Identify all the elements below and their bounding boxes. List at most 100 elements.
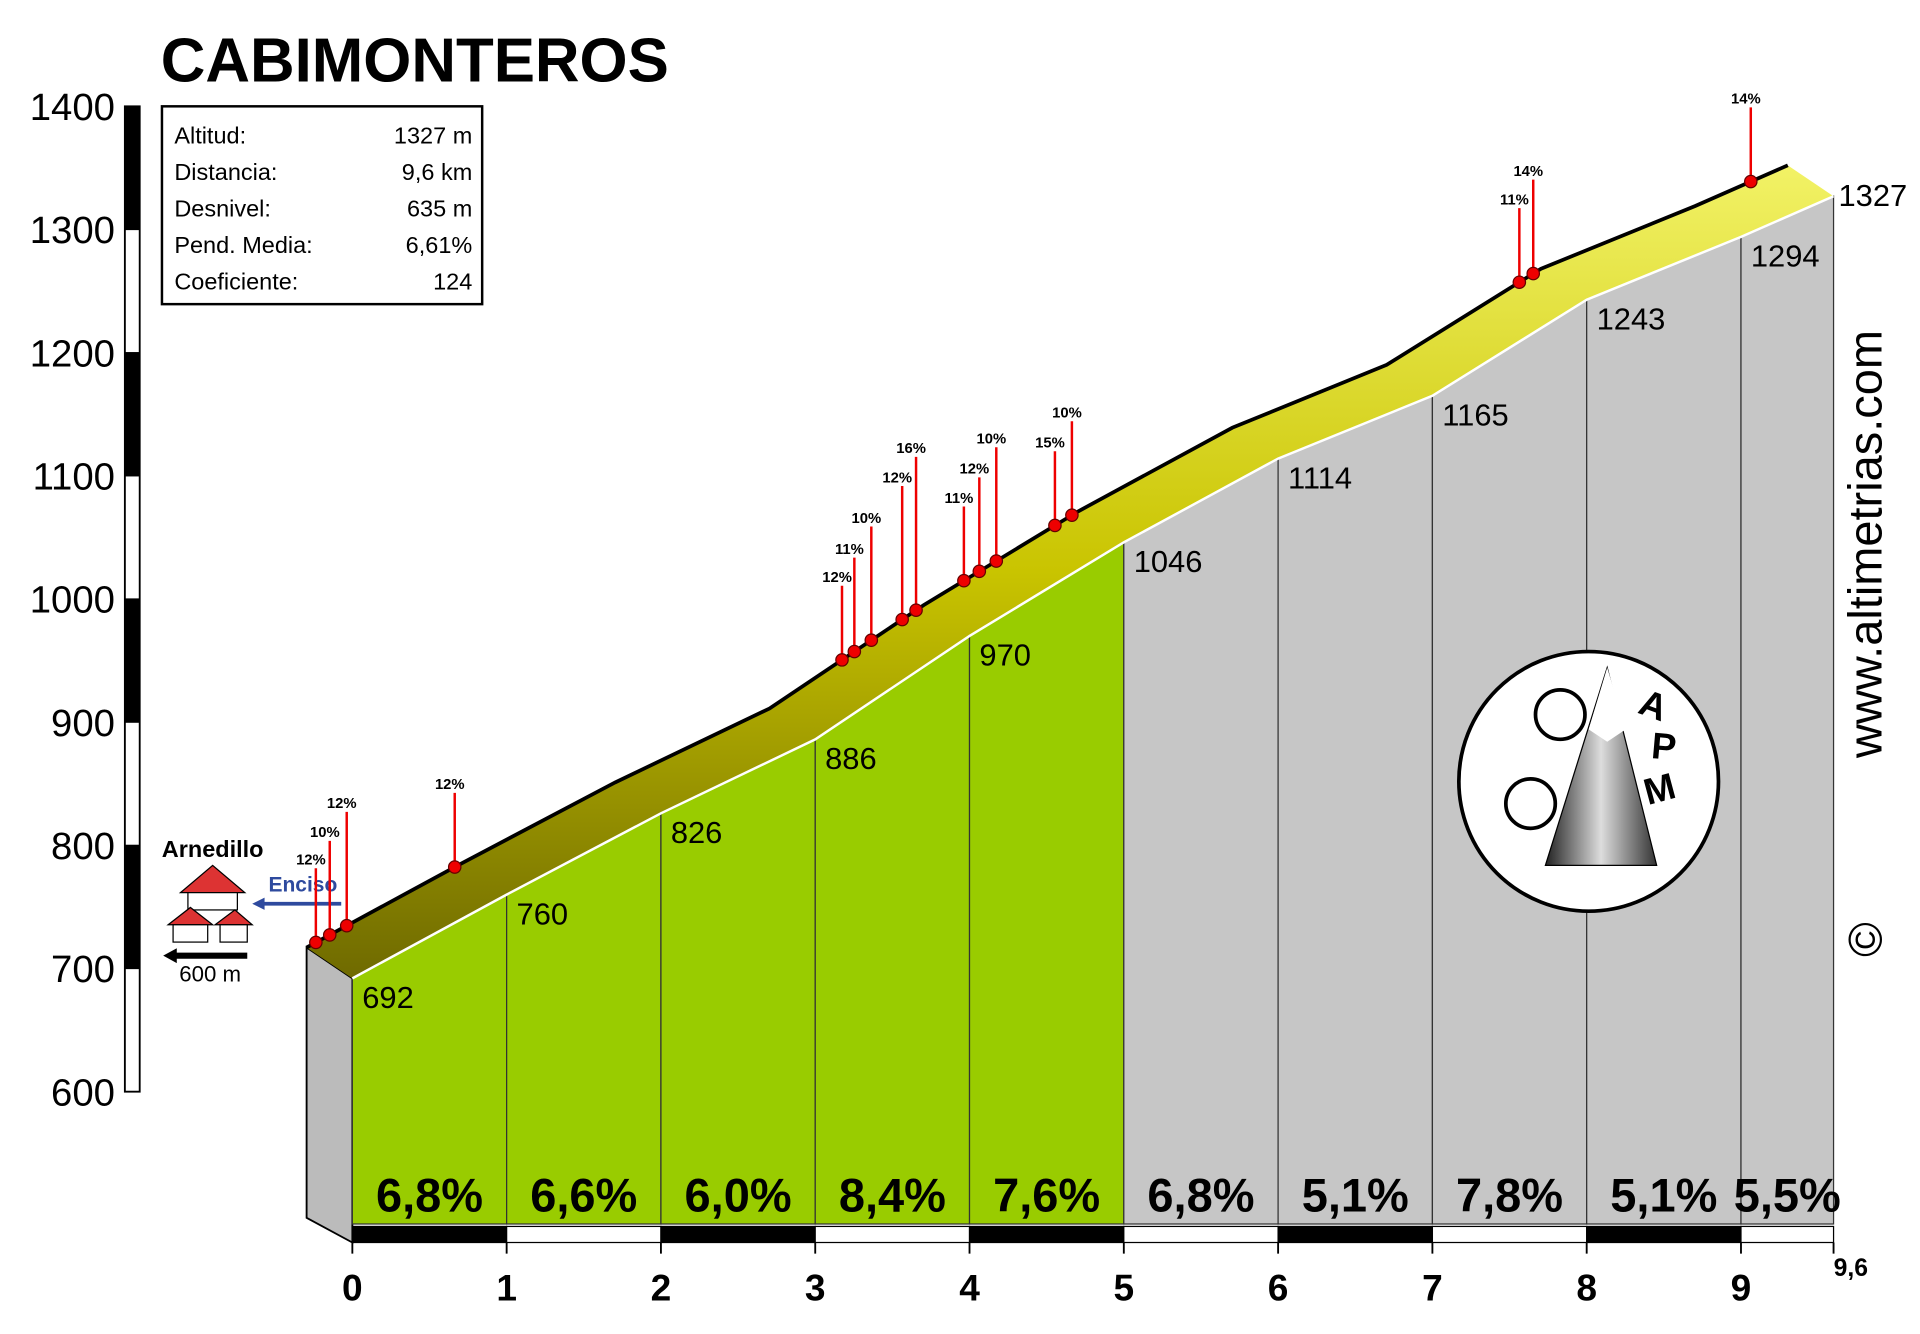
ramp-label: 16% bbox=[896, 441, 926, 457]
house-roof bbox=[213, 909, 254, 926]
segment-gradient: 5,5% bbox=[1734, 1169, 1841, 1222]
x-tick-label: 0 bbox=[342, 1267, 363, 1309]
distance-bar bbox=[814, 1225, 971, 1244]
segment-gradient: 5,1% bbox=[1302, 1169, 1409, 1222]
road-arrowhead bbox=[252, 897, 265, 910]
altitude-label: 1114 bbox=[1288, 460, 1352, 495]
distance-bar bbox=[506, 1225, 662, 1244]
y-tick-label: 1100 bbox=[33, 455, 115, 498]
ramp-label: 10% bbox=[1052, 406, 1082, 422]
ramp-marker bbox=[1526, 266, 1541, 281]
x-tick-label: 7 bbox=[1422, 1267, 1443, 1309]
y-tick-label: 1300 bbox=[30, 209, 115, 252]
ramp-marker bbox=[309, 935, 323, 950]
segment-face bbox=[660, 738, 816, 1225]
ramp-marker bbox=[895, 612, 909, 627]
distance-bar bbox=[660, 1225, 816, 1244]
segment-gradient: 6,0% bbox=[685, 1169, 792, 1222]
site-credit: www.altimetrias.com bbox=[1839, 330, 1892, 759]
altitude-label: 760 bbox=[517, 896, 569, 931]
segment-face bbox=[1277, 394, 1434, 1225]
house-body bbox=[187, 892, 238, 911]
ramp-marker bbox=[957, 573, 971, 588]
altitude-label: 886 bbox=[825, 741, 877, 776]
x-tick-label: 8 bbox=[1576, 1267, 1597, 1309]
ramp-marker bbox=[1048, 518, 1062, 533]
altitude-label: 1327 bbox=[1839, 178, 1908, 213]
ramp-marker bbox=[1065, 508, 1079, 522]
y-tick-label: 900 bbox=[51, 702, 115, 745]
plot: 600 700 800 900 1000 1100 1200 1300 1400 6,8% 6,6%… bbox=[30, 86, 1907, 1309]
info-value: 124 bbox=[433, 268, 472, 294]
ramp-marker bbox=[847, 644, 862, 659]
ramp-marker bbox=[1512, 275, 1527, 290]
segment-gradient: 6,6% bbox=[530, 1169, 637, 1222]
altitude-label: 970 bbox=[979, 638, 1031, 673]
segment-gradient: 7,6% bbox=[993, 1169, 1100, 1222]
info-label: Coeficiente: bbox=[174, 268, 298, 294]
ramp-label: 12% bbox=[327, 796, 357, 812]
info-label: Altitud: bbox=[174, 122, 246, 148]
town-label: Arnedillo bbox=[162, 836, 264, 862]
altitude-label: 1294 bbox=[1751, 239, 1820, 274]
ramp-label: 11% bbox=[835, 542, 864, 558]
y-tick-label: 600 bbox=[51, 1071, 115, 1114]
ramp-marker bbox=[322, 928, 337, 942]
ramp-label: 14% bbox=[1513, 164, 1543, 180]
y-tick-label: 1000 bbox=[30, 579, 115, 622]
ramp-label: 12% bbox=[822, 570, 852, 586]
ramp-label: 10% bbox=[310, 825, 340, 841]
logo-letter: P bbox=[1650, 724, 1678, 768]
info-value: 9,6 km bbox=[402, 159, 472, 185]
y-scale-block bbox=[124, 106, 140, 230]
distance-arrowhead bbox=[163, 948, 177, 964]
x-tick-label: 9 bbox=[1731, 1267, 1752, 1309]
distance-label: 600 m bbox=[179, 962, 241, 987]
distance-bar bbox=[1586, 1225, 1742, 1244]
x-tick-label: 9,6 bbox=[1834, 1255, 1868, 1282]
x-tick-label: 2 bbox=[651, 1267, 672, 1309]
ramp-marker bbox=[447, 860, 462, 874]
info-frame bbox=[160, 105, 484, 306]
info-label: Distancia: bbox=[174, 159, 277, 185]
x-tick-label: 3 bbox=[805, 1267, 826, 1309]
y-tick-label: 1400 bbox=[30, 86, 115, 129]
chart-title: CABIMONTEROS bbox=[161, 27, 669, 96]
ramp-label: 11% bbox=[1500, 192, 1529, 208]
ramp-marker bbox=[972, 564, 987, 579]
side-wall bbox=[305, 945, 354, 1245]
distance-bar bbox=[1123, 1225, 1279, 1244]
segment-gradient: 5,1% bbox=[1610, 1169, 1717, 1222]
ramp-label: 14% bbox=[1731, 92, 1761, 108]
altitude-label: 1046 bbox=[1134, 544, 1203, 579]
ramp-marker bbox=[909, 603, 923, 618]
ramp-label: 12% bbox=[296, 853, 326, 869]
ramp-label: 15% bbox=[1035, 436, 1065, 452]
x-tick-label: 5 bbox=[1113, 1267, 1134, 1309]
altitude-label: 1165 bbox=[1442, 397, 1508, 432]
altitude-label: 692 bbox=[362, 980, 414, 1015]
x-tick-label: 1 bbox=[496, 1267, 517, 1309]
house-roof bbox=[178, 864, 247, 894]
ramp-label: 11% bbox=[945, 491, 974, 507]
ramp-label: 12% bbox=[435, 777, 465, 793]
y-tick-label: 700 bbox=[51, 948, 115, 991]
ramp-label: 12% bbox=[882, 470, 912, 486]
altitude-line bbox=[351, 195, 1835, 980]
distance-bar bbox=[351, 1225, 508, 1244]
copyright: © bbox=[1839, 922, 1892, 957]
y-scale-block bbox=[124, 352, 140, 476]
y-tick-label: 1200 bbox=[30, 332, 115, 375]
info-value: 635 m bbox=[407, 195, 472, 221]
road-band bbox=[306, 165, 1834, 979]
info-value: 6,61% bbox=[406, 232, 473, 258]
info-label: Pend. Media: bbox=[174, 232, 312, 258]
logo-wheel bbox=[1533, 688, 1587, 742]
start-marker: Arnedillo Enciso 600 m bbox=[162, 836, 342, 987]
segment-gradient: 7,8% bbox=[1456, 1169, 1563, 1222]
x-tick-label: 6 bbox=[1268, 1267, 1289, 1309]
ramp-label: 12% bbox=[960, 462, 990, 478]
y-scale-block bbox=[124, 845, 140, 969]
